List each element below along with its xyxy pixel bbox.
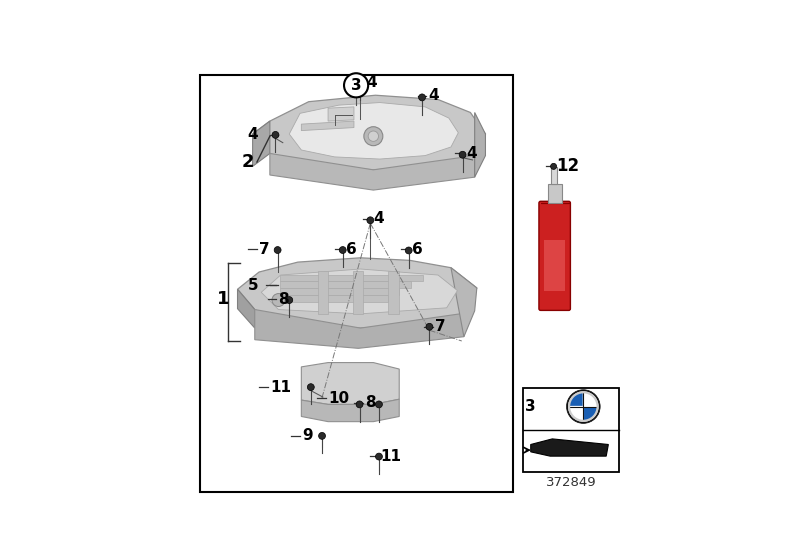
- Circle shape: [426, 323, 433, 330]
- FancyBboxPatch shape: [539, 201, 570, 310]
- Text: 11: 11: [270, 380, 291, 395]
- Circle shape: [286, 297, 293, 304]
- Circle shape: [550, 164, 557, 169]
- Polygon shape: [238, 290, 254, 328]
- Polygon shape: [388, 270, 398, 314]
- Text: 8: 8: [365, 395, 375, 410]
- Polygon shape: [302, 399, 399, 422]
- Polygon shape: [253, 121, 270, 166]
- Bar: [551, 167, 557, 184]
- Text: 6: 6: [412, 242, 423, 256]
- Text: 372849: 372849: [546, 475, 596, 488]
- Text: 4: 4: [466, 146, 477, 161]
- Text: 4: 4: [247, 127, 258, 142]
- Polygon shape: [280, 281, 411, 288]
- Polygon shape: [474, 113, 486, 177]
- Bar: [199, 74, 514, 492]
- Circle shape: [274, 246, 281, 254]
- Circle shape: [364, 127, 383, 146]
- Bar: [547, 184, 562, 203]
- Text: 4: 4: [366, 75, 377, 90]
- Polygon shape: [328, 107, 354, 121]
- Text: 12: 12: [557, 157, 580, 175]
- Bar: [544, 240, 565, 291]
- Polygon shape: [279, 288, 399, 295]
- Circle shape: [307, 384, 314, 391]
- Text: 4: 4: [429, 88, 439, 103]
- Polygon shape: [270, 153, 474, 190]
- Polygon shape: [290, 102, 458, 159]
- Circle shape: [459, 151, 466, 158]
- Text: 8: 8: [278, 292, 289, 307]
- Text: 3: 3: [525, 399, 535, 414]
- Polygon shape: [302, 121, 354, 130]
- Circle shape: [375, 453, 382, 460]
- Text: 5: 5: [247, 278, 258, 293]
- Polygon shape: [253, 95, 486, 170]
- Polygon shape: [262, 269, 458, 314]
- Circle shape: [368, 131, 378, 141]
- Circle shape: [356, 80, 363, 87]
- Circle shape: [272, 132, 279, 138]
- Polygon shape: [280, 274, 422, 282]
- Polygon shape: [318, 270, 328, 314]
- Text: 9: 9: [302, 428, 313, 444]
- Polygon shape: [583, 407, 597, 421]
- Polygon shape: [570, 393, 583, 407]
- Text: 4: 4: [374, 212, 385, 226]
- Polygon shape: [254, 310, 466, 348]
- Circle shape: [344, 73, 368, 97]
- Polygon shape: [238, 258, 477, 328]
- Text: 7: 7: [435, 319, 446, 334]
- Polygon shape: [530, 439, 608, 456]
- Text: 2: 2: [242, 153, 254, 171]
- Polygon shape: [353, 270, 363, 314]
- Circle shape: [406, 247, 412, 254]
- Polygon shape: [583, 393, 597, 407]
- Text: 11: 11: [381, 449, 402, 464]
- Text: 3: 3: [350, 78, 362, 93]
- Circle shape: [418, 94, 426, 101]
- Text: 10: 10: [328, 391, 349, 406]
- Bar: [523, 388, 618, 472]
- Text: 1: 1: [218, 290, 230, 308]
- Polygon shape: [451, 268, 477, 337]
- Polygon shape: [302, 362, 399, 404]
- Polygon shape: [279, 295, 387, 302]
- Circle shape: [367, 217, 374, 224]
- Circle shape: [339, 246, 346, 254]
- Circle shape: [375, 401, 382, 408]
- Circle shape: [566, 390, 600, 423]
- Circle shape: [318, 432, 326, 440]
- Text: 7: 7: [259, 242, 270, 256]
- Circle shape: [568, 391, 598, 422]
- Text: 6: 6: [346, 242, 357, 256]
- Polygon shape: [570, 407, 583, 421]
- Circle shape: [272, 293, 285, 306]
- Circle shape: [356, 401, 363, 408]
